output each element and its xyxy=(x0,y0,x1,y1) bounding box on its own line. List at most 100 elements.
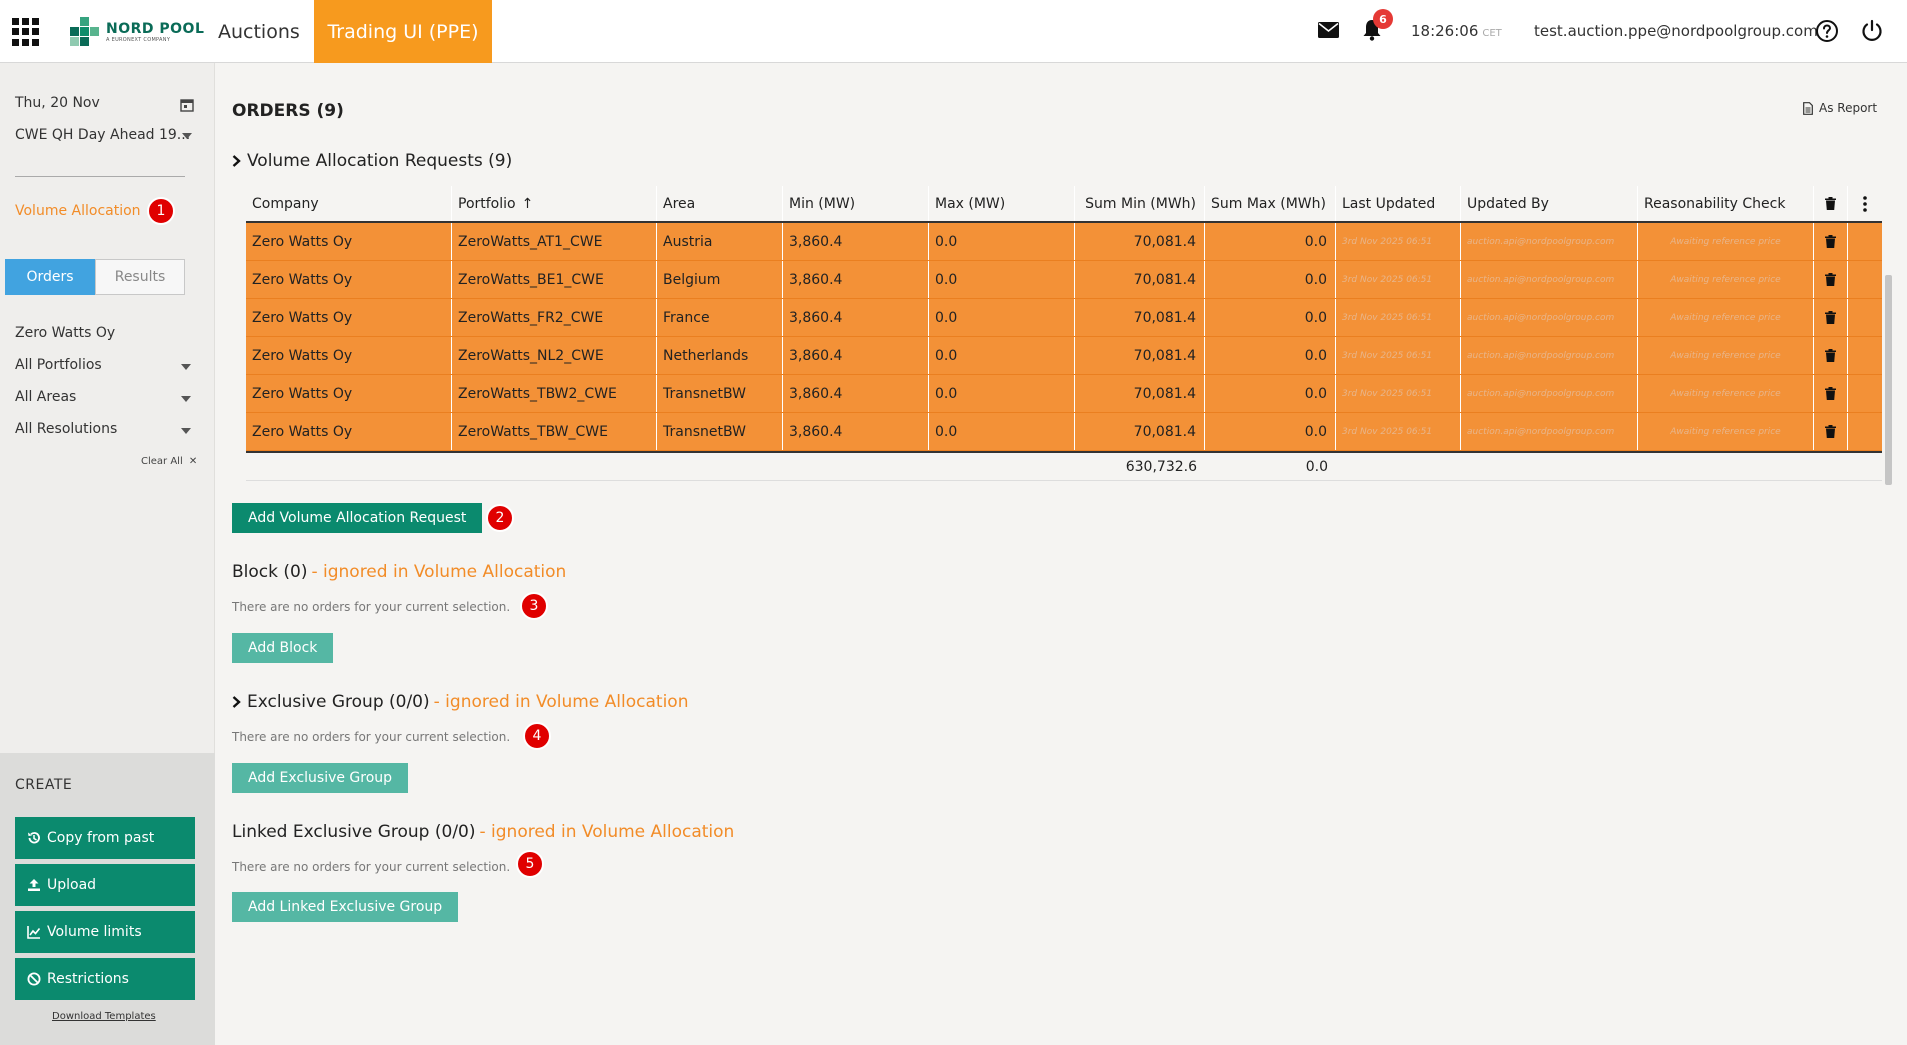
exclusive-group-empty-message: There are no orders for your current sel… xyxy=(232,730,511,744)
mail-icon[interactable] xyxy=(1318,22,1339,38)
col-company[interactable]: Company xyxy=(246,186,452,221)
row-max-cell: 0.0 xyxy=(929,223,1075,260)
col-min[interactable]: Min (MW) xyxy=(783,186,929,221)
portfolio-filter[interactable]: All Portfolios xyxy=(15,357,102,373)
col-updated-by[interactable]: Updated By xyxy=(1461,186,1638,221)
user-email[interactable]: test.auction.ppe@nordpoolgroup.com xyxy=(1534,22,1818,40)
linked-exclusive-group-section-title: Linked Exclusive Group (0/0) xyxy=(232,822,476,842)
row-spacer xyxy=(1848,223,1882,260)
table-row[interactable]: Zero Watts Oy ZeroWatts_TBW2_CWE TransnetB… xyxy=(246,375,1882,413)
table-row[interactable]: Zero Watts Oy ZeroWatts_TBW_CWE TransnetBW… xyxy=(246,413,1882,451)
tab-orders[interactable]: Orders xyxy=(5,259,95,295)
company-filter[interactable]: Zero Watts Oy xyxy=(15,325,116,341)
auction-select[interactable]: CWE QH Day Ahead 19... xyxy=(15,127,191,143)
more-options-cell[interactable] xyxy=(1848,186,1882,221)
annotation-badge-1: 1 xyxy=(147,197,175,225)
upload-button[interactable]: Upload xyxy=(15,864,195,906)
row-area-cell: France xyxy=(657,299,783,336)
volume-limits-button[interactable]: Volume limits xyxy=(15,911,195,953)
more-vertical-icon xyxy=(1863,195,1867,212)
col-portfolio-label: Portfolio xyxy=(458,195,516,212)
col-reasonability[interactable]: Reasonability Check xyxy=(1638,186,1814,221)
exclusive-group-section-title: Exclusive Group (0/0) xyxy=(247,692,430,712)
total-sum-min: 630,732.6 xyxy=(1125,458,1197,475)
nav-trading-ui[interactable]: Trading UI (PPE) xyxy=(314,0,492,63)
col-last-updated[interactable]: Last Updated xyxy=(1336,186,1461,221)
delete-row-button[interactable] xyxy=(1814,299,1848,336)
trash-icon xyxy=(1825,387,1836,400)
chevron-down-icon[interactable] xyxy=(181,364,191,370)
add-volume-allocation-request-button[interactable]: Add Volume Allocation Request xyxy=(232,503,483,533)
area-filter[interactable]: All Areas xyxy=(15,389,77,405)
sort-ascending-icon: ↑ xyxy=(521,195,534,212)
row-sum-min-cell: 70,081.4 xyxy=(1075,375,1205,412)
trash-icon xyxy=(1825,425,1836,438)
col-area[interactable]: Area xyxy=(657,186,783,221)
table-row[interactable]: Zero Watts Oy ZeroWatts_FR2_CWE France 3,86… xyxy=(246,299,1882,337)
row-sum-min-cell: 70,081.4 xyxy=(1075,299,1205,336)
annotation-badge-3: 3 xyxy=(520,592,548,620)
main-content: ORDERS (9) As Report Volume Allocation R… xyxy=(216,63,1907,1045)
logo-mark-icon xyxy=(70,17,100,47)
restrictions-button[interactable]: Restrictions xyxy=(15,958,195,1000)
delete-row-button[interactable] xyxy=(1814,261,1848,298)
chevron-down-icon[interactable] xyxy=(182,133,192,139)
trash-icon xyxy=(1825,197,1836,210)
col-sum-min[interactable]: Sum Min (MWh) xyxy=(1075,186,1205,221)
col-sum-max[interactable]: Sum Max (MWh) xyxy=(1205,186,1336,221)
table-scrollbar[interactable] xyxy=(1885,186,1892,486)
clock-time: 18:26:06 xyxy=(1411,22,1479,40)
row-portfolio-cell: ZeroWatts_AT1_CWE xyxy=(452,223,657,260)
clear-all-button[interactable]: Clear All ✕ xyxy=(141,456,197,467)
var-table: Company Portfolio ↑ Area Min (MW) Max (M… xyxy=(246,186,1882,481)
table-row[interactable]: Zero Watts Oy ZeroWatts_BE1_CWE Belgium 3,8… xyxy=(246,261,1882,299)
row-sum-max-cell: 0.0 xyxy=(1205,375,1336,412)
row-sum-max-cell: 0.0 xyxy=(1205,261,1336,298)
resolution-filter[interactable]: All Resolutions xyxy=(15,421,118,437)
row-area-cell: Belgium xyxy=(657,261,783,298)
row-company-cell: Zero Watts Oy xyxy=(246,299,452,336)
document-icon xyxy=(1803,101,1813,115)
exclusive-group-section-header[interactable]: Exclusive Group (0/0) - ignored in Volum… xyxy=(232,692,688,712)
row-updated-by-cell: auction.api@nordpoolgroup.com xyxy=(1461,337,1638,374)
nav-auctions[interactable]: Auctions xyxy=(218,20,300,43)
table-row[interactable]: Zero Watts Oy ZeroWatts_NL2_CWE Netherland… xyxy=(246,337,1882,375)
delete-row-button[interactable] xyxy=(1814,337,1848,374)
row-sum-max-cell: 0.0 xyxy=(1205,337,1336,374)
delivery-date[interactable]: Thu, 20 Nov xyxy=(15,95,100,111)
row-portfolio-cell: ZeroWatts_TBW2_CWE xyxy=(452,375,657,412)
line-chart-icon xyxy=(27,926,41,939)
delete-row-button[interactable] xyxy=(1814,375,1848,412)
app-launcher-icon[interactable] xyxy=(12,18,40,46)
calendar-icon[interactable] xyxy=(180,98,194,112)
chevron-down-icon[interactable] xyxy=(181,428,191,434)
row-max-cell: 0.0 xyxy=(929,261,1075,298)
chevron-down-icon[interactable] xyxy=(181,396,191,402)
power-icon[interactable] xyxy=(1860,19,1884,43)
download-templates-link[interactable]: Download Templates xyxy=(52,1011,156,1022)
delete-all-cell[interactable] xyxy=(1814,186,1848,221)
col-portfolio[interactable]: Portfolio ↑ xyxy=(452,186,657,221)
delete-row-button[interactable] xyxy=(1814,223,1848,260)
row-sum-min-cell: 70,081.4 xyxy=(1075,413,1205,450)
scrollbar-thumb[interactable] xyxy=(1885,275,1892,485)
as-report-button[interactable]: As Report xyxy=(1803,101,1877,115)
copy-from-past-button[interactable]: Copy from past xyxy=(15,817,195,859)
var-section-header[interactable]: Volume Allocation Requests (9) xyxy=(232,151,512,171)
add-linked-exclusive-group-button[interactable]: Add Linked Exclusive Group xyxy=(232,892,459,922)
delete-row-button[interactable] xyxy=(1814,413,1848,450)
row-sum-max-cell: 0.0 xyxy=(1205,223,1336,260)
tab-results[interactable]: Results xyxy=(95,259,185,295)
row-min-cell: 3,860.4 xyxy=(783,375,929,412)
volume-allocation-link[interactable]: Volume Allocation xyxy=(15,203,141,219)
col-max[interactable]: Max (MW) xyxy=(929,186,1075,221)
trash-icon xyxy=(1825,349,1836,362)
add-block-button[interactable]: Add Block xyxy=(232,633,334,663)
help-icon[interactable] xyxy=(1815,19,1839,43)
row-spacer xyxy=(1848,261,1882,298)
nord-pool-logo[interactable]: NORD POOL A EURONEXT COMPANY xyxy=(70,14,204,50)
row-updated-by-cell: auction.api@nordpoolgroup.com xyxy=(1461,261,1638,298)
table-row[interactable]: Zero Watts Oy ZeroWatts_AT1_CWE Austria 3,8… xyxy=(246,223,1882,261)
notification-count-badge[interactable]: 6 xyxy=(1373,9,1393,29)
add-exclusive-group-button[interactable]: Add Exclusive Group xyxy=(232,763,409,793)
